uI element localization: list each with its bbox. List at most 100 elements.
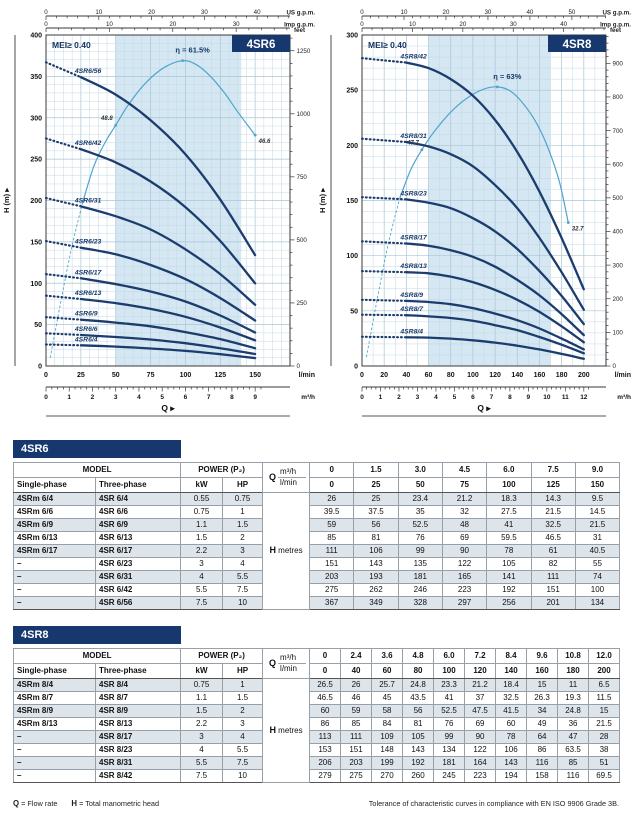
- m3h-tick-label: 11: [562, 394, 569, 401]
- q-unit-lmin: l/min: [280, 478, 297, 487]
- cell-h-value: 81: [353, 531, 399, 545]
- imp-gpm-axis-label: 40: [560, 21, 567, 28]
- m3h-tick-label: 10: [543, 394, 551, 401]
- m3h-tick-label: 3: [416, 394, 420, 401]
- cell-h-value: 135: [397, 557, 443, 571]
- cell-single-phase: 4SRm 8/9: [13, 704, 96, 718]
- cell-h-value: 9.5: [574, 492, 621, 506]
- q-unit-m3h: m³/h: [278, 467, 307, 478]
- cell-kw: 7.5: [180, 596, 224, 610]
- m3h-tick-label: 9: [527, 394, 531, 401]
- h-symbol: H: [269, 545, 276, 556]
- cell-hp: 10: [222, 596, 264, 610]
- table-row-4SR8/23: –4SR 8/23 4 5.5 153 151 148 143 134 122 106 86 63.5…: [13, 743, 621, 757]
- h-axis-label: 100: [346, 253, 358, 260]
- plot-border: [361, 34, 607, 367]
- cell-h-value: 32: [441, 505, 488, 519]
- us-gpm-axis-unit: US g.p.m.: [286, 10, 315, 17]
- cell-h-value: 63.5: [557, 743, 590, 757]
- m3h-tick-label: 6: [471, 394, 475, 401]
- q-value-m3h: 2.4: [340, 648, 373, 664]
- cell-h-value: 19.3: [557, 691, 590, 705]
- cell-h-value: 59.5: [486, 531, 532, 545]
- cell-h-value: 143: [353, 557, 399, 571]
- q-value-m3h: 10.8: [557, 648, 590, 664]
- imp-gpm-axis-label: 10: [106, 21, 113, 28]
- cell-h-value: 49: [526, 717, 559, 731]
- efficiency-label: η = 61.5%: [175, 46, 210, 55]
- q-value-lmin: 50: [397, 477, 443, 493]
- feet-tick-label: 0: [297, 363, 301, 370]
- cell-h-value: 38: [588, 743, 621, 757]
- q-value-m3h: 8.4: [495, 648, 528, 664]
- cell-h-value: 28: [588, 730, 621, 744]
- feet-tick-label: 1250: [297, 48, 311, 55]
- q-value-m3h: 0: [309, 648, 342, 664]
- pump-curve-4SR6/9: [79, 318, 257, 350]
- us-gpm-axis-label: 20: [443, 9, 450, 16]
- pump-curve-4SR6/13: [79, 297, 257, 342]
- table-row-4SR8/4: 4SRm 8/4 4SR 8/4 0.75 1 H metres 26.5 26 25.7 24…: [13, 678, 621, 783]
- h-axis-label: 100: [30, 281, 42, 288]
- cell-h-value: 24.8: [402, 678, 435, 692]
- legend: Q = Flow rate H = Total manometric head: [13, 799, 159, 808]
- curve-label-4SR6/4: 4SR6/4: [74, 336, 98, 343]
- feet-tick-label: 700: [613, 128, 624, 135]
- m3h-tick-label: 7: [490, 394, 494, 401]
- cell-h-metres: H metres: [262, 678, 311, 783]
- cell-h-value: 111: [530, 570, 576, 584]
- cell-h-value: 206: [309, 756, 342, 770]
- q-unit-m3h: m³/h: [278, 653, 307, 664]
- cell-h-value: 34: [526, 704, 559, 718]
- m3h-tick-label: 0: [360, 394, 364, 401]
- table-row-4SR6/23: –4SR 6/23 3 4 151 143 135 122 105 82 55: [13, 557, 621, 571]
- cell-h-value: 60: [495, 717, 528, 731]
- cell-h-value: 134: [574, 596, 621, 610]
- cell-h-value: 106: [353, 544, 399, 558]
- cell-h-value: 153: [309, 743, 342, 757]
- cell-h-value: 193: [353, 570, 399, 584]
- curve-label-4SR6/6: 4SR6/6: [74, 326, 98, 333]
- pump-curve-dashed-4SR8/42: [360, 57, 408, 64]
- curve-label-4SR6/23: 4SR6/23: [74, 239, 102, 246]
- h-axis-label: 250: [30, 157, 42, 164]
- cell-h-value: 21.5: [574, 518, 621, 532]
- us-gpm-axis-label: 30: [201, 9, 208, 16]
- cell-h-value: 32.5: [495, 691, 528, 705]
- cell-h-value: 18.3: [486, 492, 532, 506]
- cell-h-value: 26.5: [309, 678, 342, 692]
- cell-three-phase: 4SR 8/23: [94, 743, 182, 757]
- cell-h-value: 106: [495, 743, 528, 757]
- lmin-tick-label: 75: [147, 372, 155, 379]
- cell-single-phase: –: [13, 596, 96, 610]
- m3h-tick-label: 8: [508, 394, 512, 401]
- cell-three-phase: 4SR 8/17: [94, 730, 182, 744]
- cell-h-value: 26: [309, 492, 355, 506]
- h-axis-label: 250: [346, 88, 358, 95]
- cell-h-value: 48: [441, 518, 488, 532]
- cell-h-value: 85: [309, 531, 355, 545]
- cell-three-phase: 4SR 6/4: [94, 492, 182, 506]
- cell-h-value: 47: [557, 730, 590, 744]
- imp-gpm-axis-label: 30: [233, 21, 240, 28]
- cell-h-value: 85: [340, 717, 373, 731]
- lmin-tick-label: 160: [534, 372, 546, 379]
- q-value-lmin: 120: [464, 663, 497, 679]
- m3h-tick-label: 9: [253, 394, 257, 401]
- cell-single-phase: –: [13, 730, 96, 744]
- feet-tick-label: 300: [613, 262, 624, 269]
- efficiency-peak-dot: [181, 59, 185, 63]
- lmin-tick-label: 140: [511, 372, 523, 379]
- cell-single-phase: –: [13, 756, 96, 770]
- cell-h-value: 45: [371, 691, 404, 705]
- q-symbol: Q: [269, 657, 277, 668]
- pump-curve-dashed-4SR6/4: [44, 343, 82, 347]
- h-axis-label: 150: [30, 239, 42, 246]
- cell-h-value: 246: [397, 583, 443, 597]
- pump-curve-4SR8/42: [405, 61, 585, 291]
- h-axis-title: H (m) ▸: [2, 187, 11, 213]
- cell-h-value: 100: [574, 583, 621, 597]
- q-value-lmin: 180: [557, 663, 590, 679]
- cell-kw: 0.75: [180, 678, 224, 692]
